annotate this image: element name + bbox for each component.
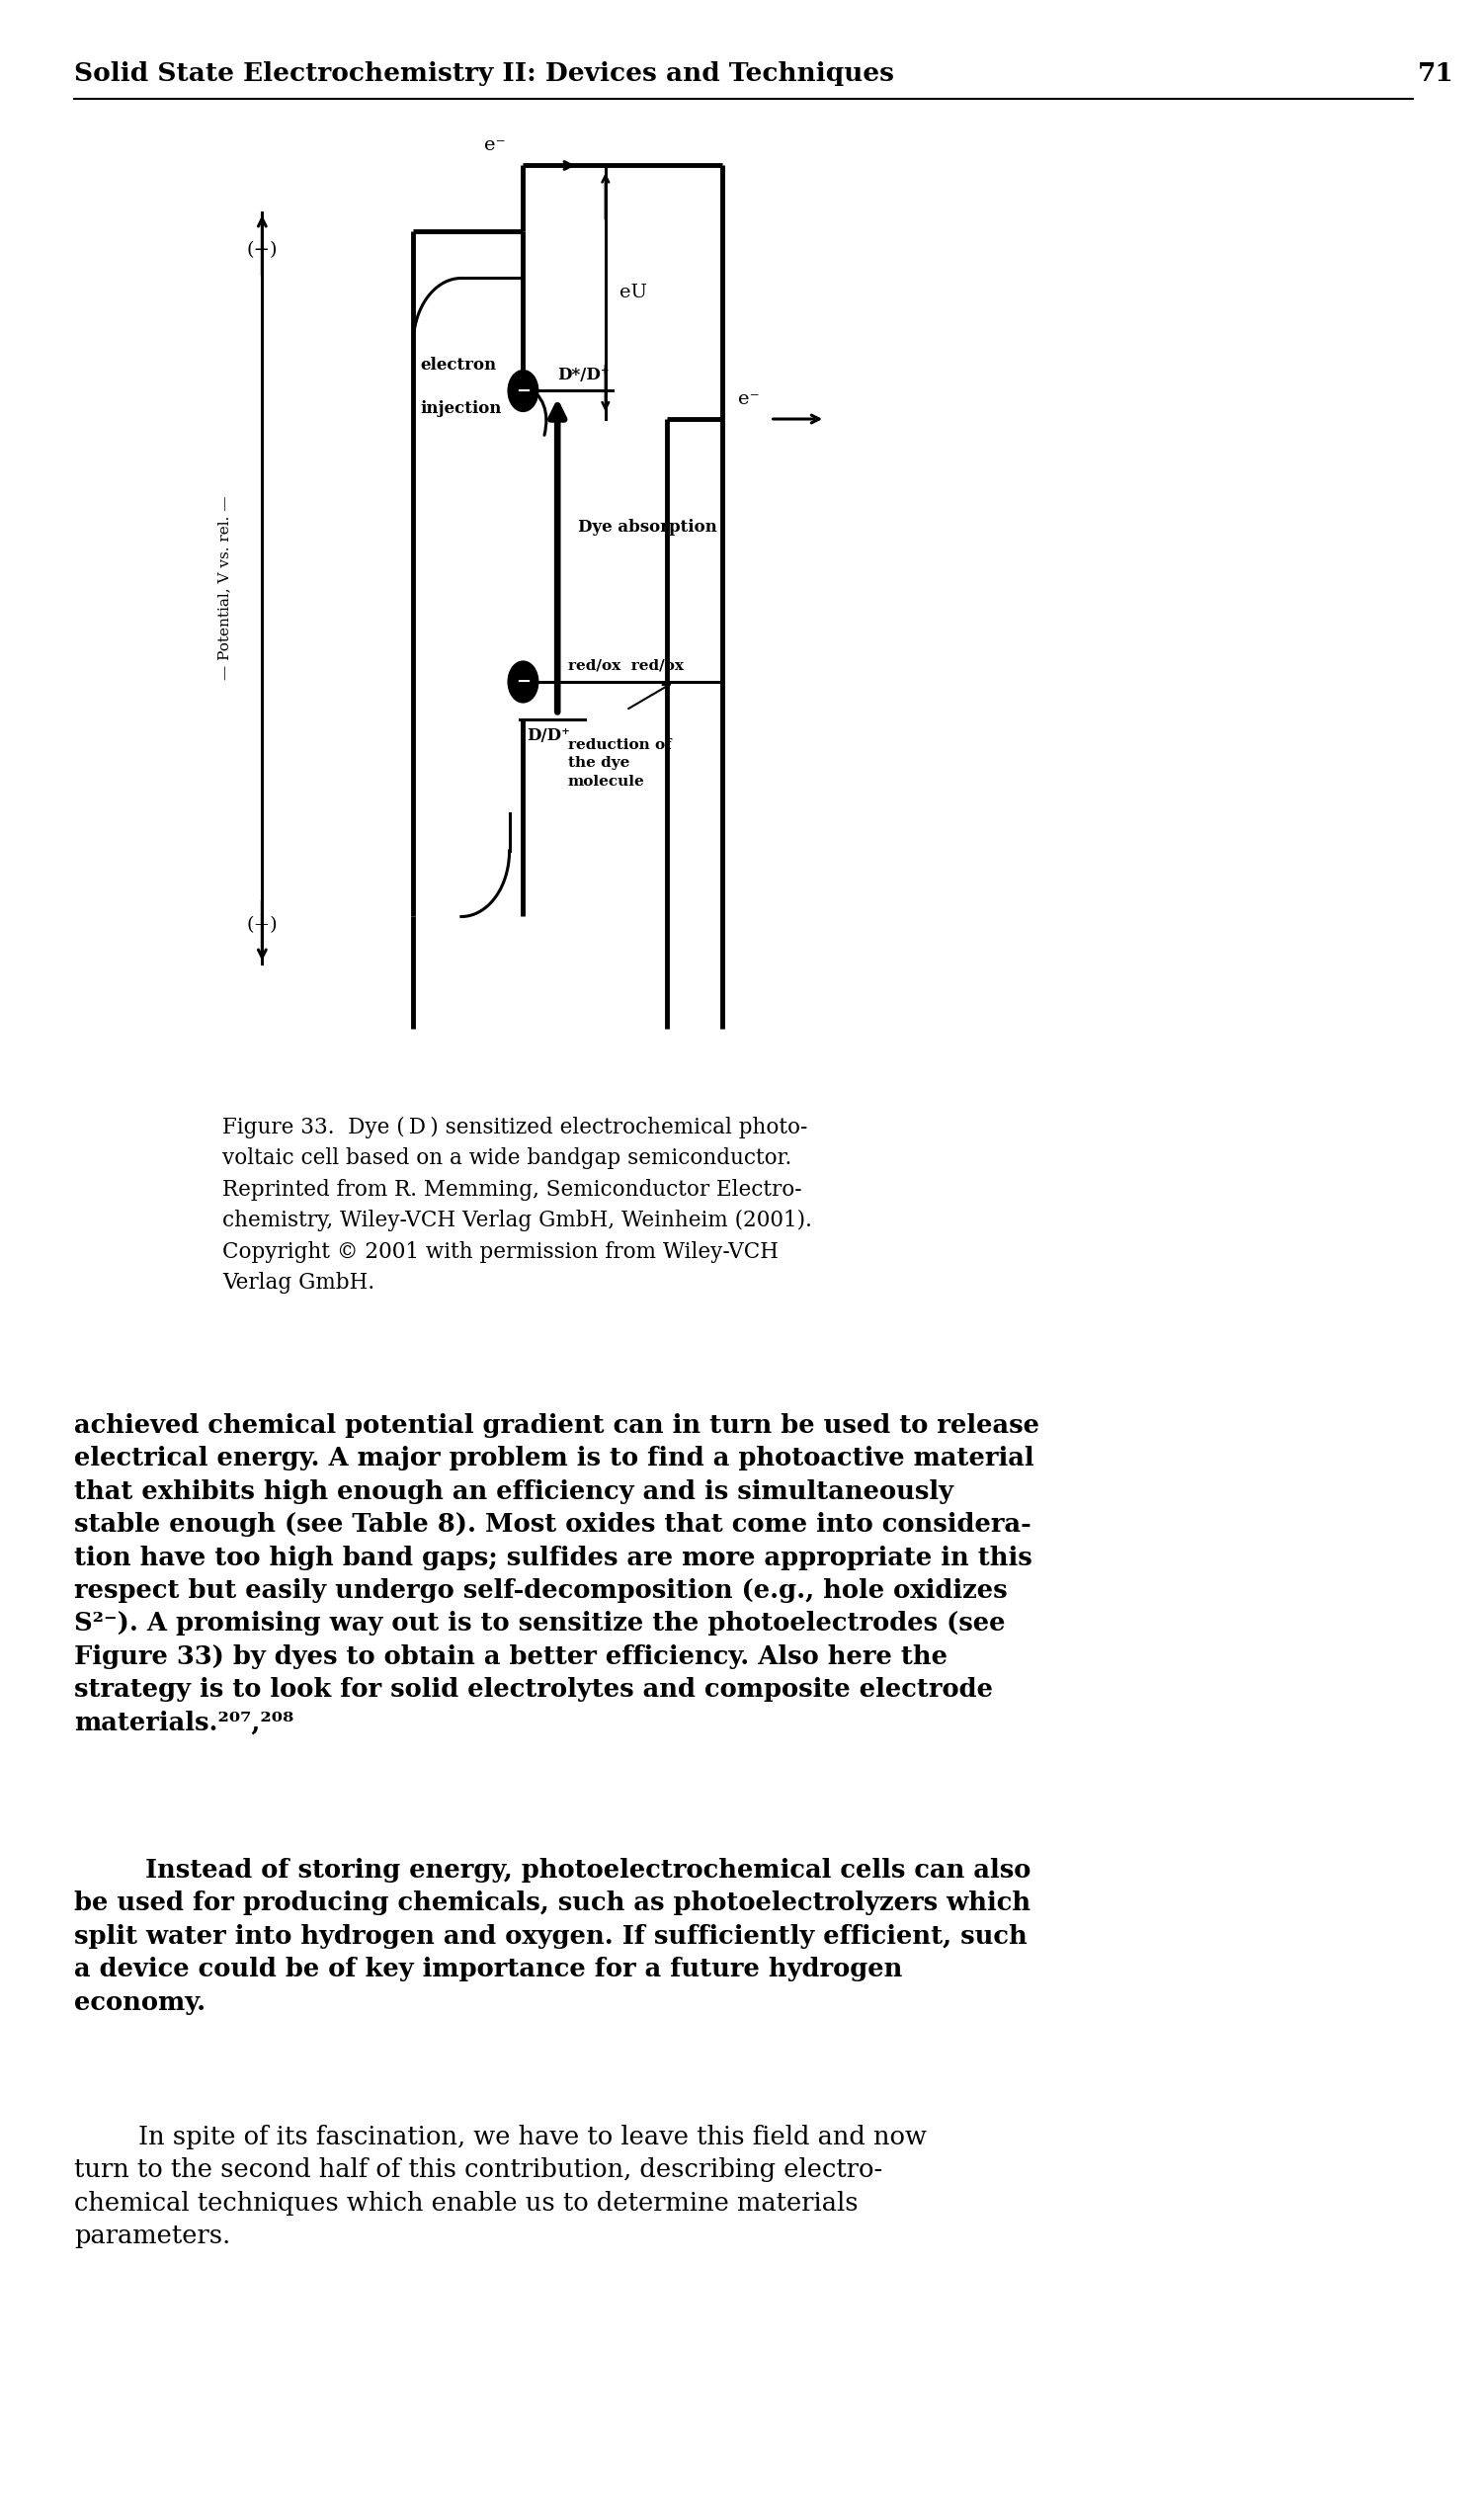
Text: −: − xyxy=(515,383,531,401)
Text: e⁻: e⁻ xyxy=(484,136,506,154)
FancyArrowPatch shape xyxy=(525,386,546,436)
Text: eU: eU xyxy=(619,282,647,302)
Text: reduction of
the dye
molecule: reduction of the dye molecule xyxy=(568,738,671,789)
Text: D/D⁺: D/D⁺ xyxy=(527,726,570,743)
Text: Solid State Electrochemistry II: Devices and Techniques: Solid State Electrochemistry II: Devices… xyxy=(74,60,895,86)
Text: electron: electron xyxy=(420,358,496,373)
Text: −: − xyxy=(515,673,531,690)
Text: injection: injection xyxy=(420,401,502,416)
Text: red/ox  red/ox: red/ox red/ox xyxy=(568,658,683,673)
Text: (+): (+) xyxy=(246,917,278,935)
Text: Instead of storing energy, photoelectrochemical cells can also
be used for produ: Instead of storing energy, photoelectroc… xyxy=(74,1857,1031,2013)
Circle shape xyxy=(508,660,539,703)
Text: D*/D⁺: D*/D⁺ xyxy=(558,365,610,383)
Text: achieved chemical potential gradient can in turn be used to release
electrical e: achieved chemical potential gradient can… xyxy=(74,1414,1039,1734)
Text: 71: 71 xyxy=(1417,60,1454,86)
Text: — Potential, V vs. rel. —: — Potential, V vs. rel. — xyxy=(218,496,232,680)
Text: Figure 33.  Dye ( ​D​ ) sensitized electrochemical photo-
voltaic cell based on : Figure 33. Dye ( ​D​ ) sensitized electr… xyxy=(223,1116,812,1293)
Text: e⁻: e⁻ xyxy=(739,391,760,408)
Text: (−): (−) xyxy=(246,242,278,260)
Text: Dye absorption: Dye absorption xyxy=(579,519,717,534)
Circle shape xyxy=(508,370,539,411)
Text: In spite of its fascination, we have to leave this field and now
turn to the sec: In spite of its fascination, we have to … xyxy=(74,2124,928,2248)
